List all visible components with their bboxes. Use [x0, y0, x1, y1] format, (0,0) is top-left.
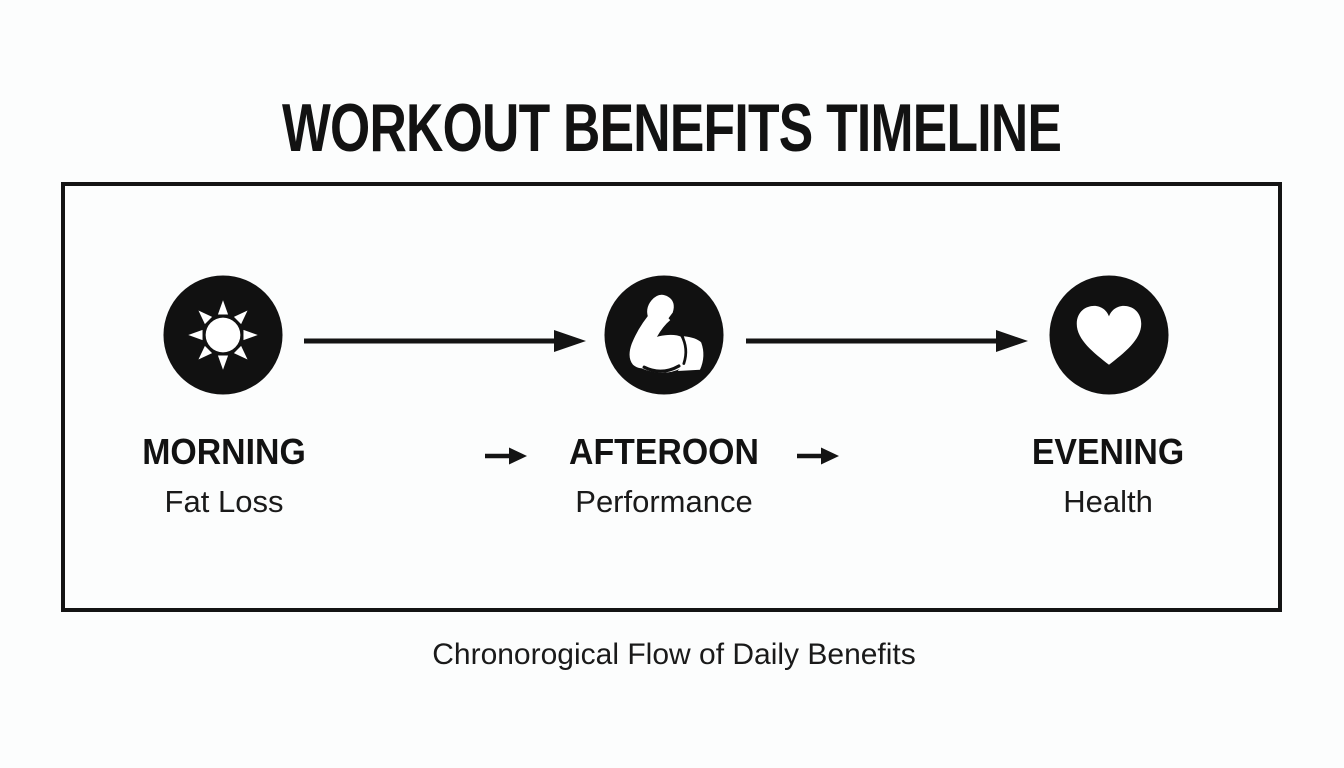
heart-icon [1049, 275, 1169, 395]
afternoon-stage-badge [602, 273, 726, 397]
evening-stage-label: EVENING [1031, 431, 1185, 472]
diagram-caption: Chronorogical Flow of Daily Benefits [432, 638, 916, 671]
small-arrow-morning-to-afternoon [485, 447, 527, 465]
morning-stage-label: MORNING [142, 431, 306, 472]
page-title: WORKOUT BENEFITS TIMELINE [0, 94, 1344, 162]
page-title-text: WORKOUT BENEFITS TIMELINE [282, 90, 1062, 166]
sun-icon [163, 275, 283, 395]
afternoon-benefit-text: Performance [575, 484, 753, 519]
flexed-bicep-icon [604, 275, 724, 395]
morning-stage-badge [161, 273, 285, 397]
arrow-morning-to-afternoon [304, 330, 586, 352]
small-arrow-afternoon-to-evening [797, 447, 839, 465]
evening-benefit-text: Health [1063, 484, 1153, 519]
afternoon-stage-label: AFTEROON [569, 431, 759, 472]
timeline-frame [61, 182, 1282, 612]
arrow-afternoon-to-evening [746, 330, 1028, 352]
morning-benefit-text: Fat Loss [164, 484, 284, 519]
evening-stage-badge [1047, 273, 1171, 397]
